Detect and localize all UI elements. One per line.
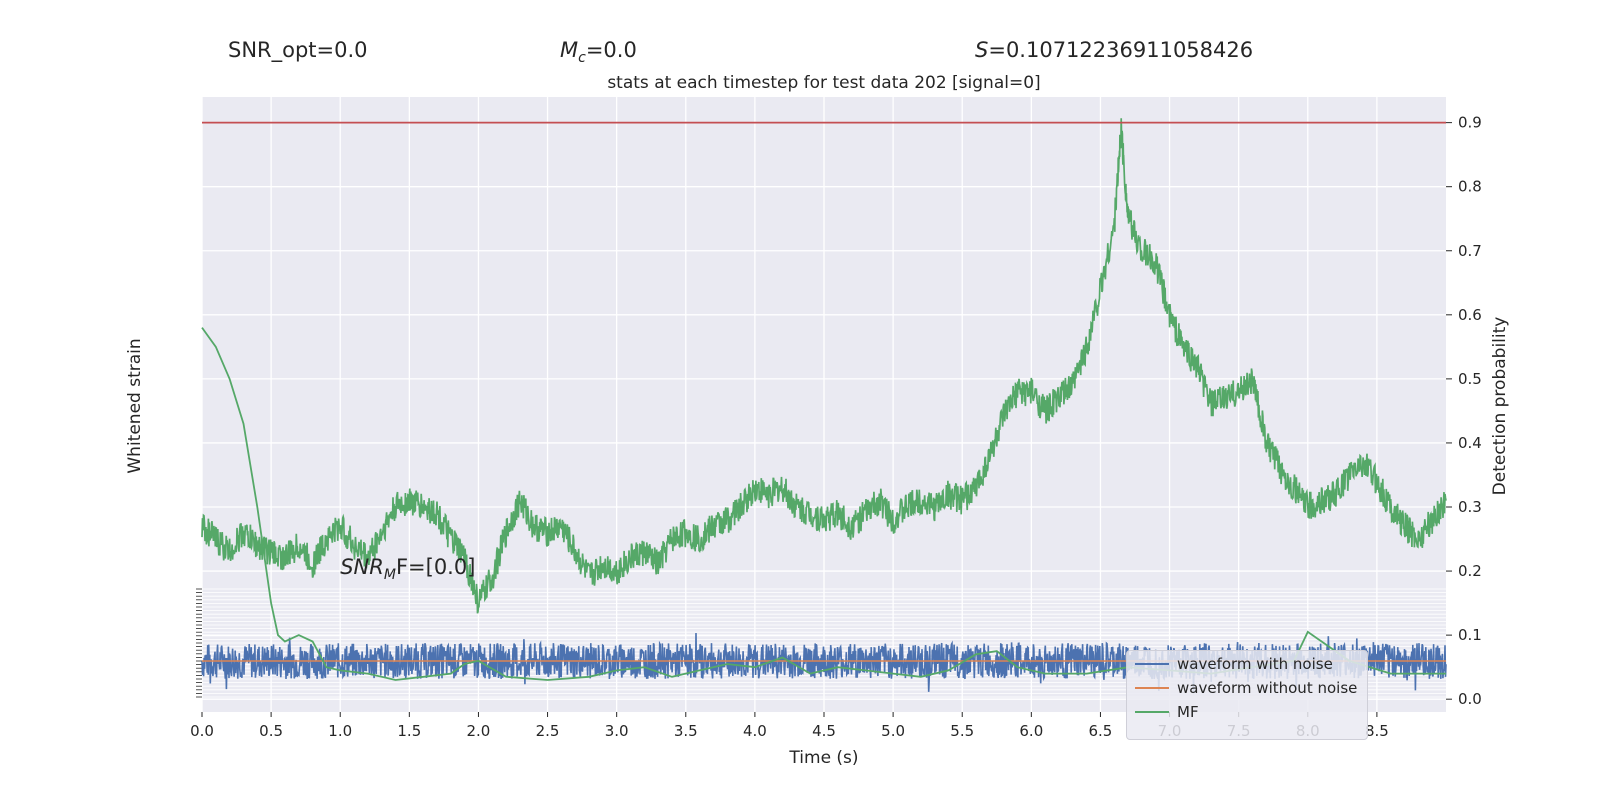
y-tick-label: 0.1 bbox=[1458, 626, 1482, 644]
legend-item-waveform-with-noise: waveform with noise bbox=[1127, 653, 1367, 675]
y-tick-label: 0.5 bbox=[1458, 370, 1482, 388]
x-tick-label: 3.0 bbox=[605, 722, 629, 740]
y-tick-label: 0.4 bbox=[1458, 434, 1482, 452]
s-symbol: S bbox=[975, 38, 989, 62]
snr-mf-symbol: SNR bbox=[340, 555, 384, 579]
x-axis-label: Time (s) bbox=[788, 748, 858, 768]
x-tick-label: 8.5 bbox=[1365, 722, 1389, 740]
mc-value: =0.0 bbox=[585, 38, 637, 62]
x-tick-label: 1.5 bbox=[397, 722, 421, 740]
s-value: =0.10712236911058426 bbox=[988, 38, 1254, 62]
x-tick-label: 2.5 bbox=[536, 722, 560, 740]
y-axis-label-right: Detection probability bbox=[1490, 317, 1510, 496]
snr-opt-label: SNR_opt=0.0 bbox=[228, 38, 368, 62]
snr-opt-text: SNR_opt=0.0 bbox=[228, 38, 368, 62]
x-tick-label: 3.5 bbox=[674, 722, 698, 740]
snr-mf-subscript: M bbox=[384, 567, 396, 583]
s-label: S=0.10712236911058426 bbox=[975, 38, 1253, 62]
legend-label: waveform with noise bbox=[1177, 655, 1333, 673]
legend-label: waveform without noise bbox=[1177, 679, 1358, 697]
x-tick-label: 6.0 bbox=[1019, 722, 1043, 740]
legend: waveform with noise waveform without noi… bbox=[1126, 650, 1368, 740]
y-axis-label-left: Whitened strain bbox=[125, 338, 145, 473]
legend-item-waveform-without-noise: waveform without noise bbox=[1127, 677, 1367, 699]
mc-label: Mc=0.0 bbox=[560, 38, 637, 66]
snr-mf-value: F=[0.0] bbox=[396, 555, 475, 579]
x-tick-label: 2.0 bbox=[467, 722, 491, 740]
legend-label: MF bbox=[1177, 703, 1199, 721]
x-tick-label: 5.5 bbox=[950, 722, 974, 740]
x-tick-label: 1.0 bbox=[328, 722, 352, 740]
y-tick-label: 0.2 bbox=[1458, 562, 1482, 580]
y-tick-label: 0.3 bbox=[1458, 498, 1482, 516]
mc-subscript: c bbox=[578, 50, 586, 67]
legend-swatch-blue bbox=[1135, 663, 1169, 665]
x-tick-label: 4.0 bbox=[743, 722, 767, 740]
x-tick-label: 0.0 bbox=[190, 722, 214, 740]
y-tick-label: 0.8 bbox=[1458, 178, 1482, 196]
x-axis-ticks: 0.0 0.5 1.0 1.5 2.0 2.5 3.0 3.5 4.0 4.5 5.0 5.5 6.0 6… bbox=[190, 712, 1389, 740]
x-tick-label: 5.0 bbox=[881, 722, 905, 740]
x-tick-label: 4.5 bbox=[812, 722, 836, 740]
y-tick-label: 0.0 bbox=[1458, 690, 1482, 708]
legend-swatch-green bbox=[1135, 711, 1169, 713]
x-tick-label: 0.5 bbox=[259, 722, 283, 740]
chart-title: stats at each timestep for test data 202… bbox=[607, 73, 1040, 93]
legend-item-mf: MF bbox=[1127, 701, 1367, 723]
mc-symbol: M bbox=[560, 38, 579, 62]
grid bbox=[201, 97, 1446, 712]
legend-swatch-orange bbox=[1135, 687, 1169, 689]
x-tick-label: 6.5 bbox=[1089, 722, 1113, 740]
detection-probability-line bbox=[201, 118, 1447, 614]
detection-probability-series bbox=[201, 118, 1447, 614]
y-tick-label: 0.9 bbox=[1458, 114, 1482, 132]
y-tick-label: 0.6 bbox=[1458, 306, 1482, 324]
y-tick-label: 0.7 bbox=[1458, 242, 1482, 260]
snr-mf-annotation: SNRMF=[0.0] bbox=[340, 555, 475, 583]
y-axis-ticks-right: 0.0 0.1 0.2 0.3 0.4 0.5 0.6 0.7 0.8 0.9 bbox=[1446, 114, 1482, 708]
